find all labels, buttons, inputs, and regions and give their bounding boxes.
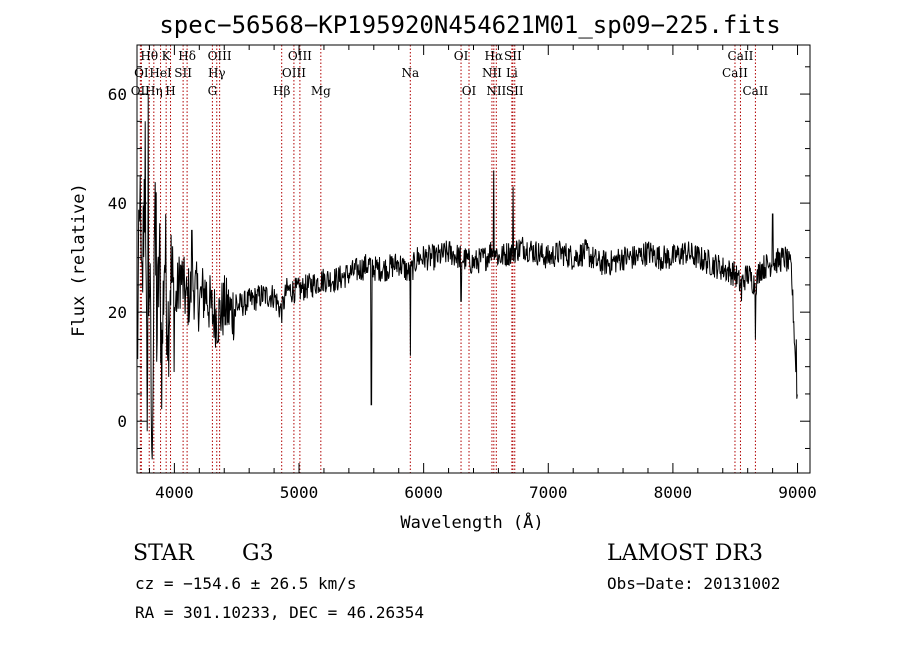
reference-line-label: Hα (485, 49, 504, 63)
reference-line-label: Hθ (140, 49, 158, 63)
object-class: STAR (133, 541, 195, 566)
reference-line-label: Hη (145, 84, 163, 98)
reference-line-label: SII (506, 84, 524, 98)
reference-line-labels: OIIOIHθHηHeIKHSIIHδGOIIIHγHβOIIIOIIIMgNa… (131, 49, 769, 98)
survey-name: LAMOST DR3 (607, 541, 763, 566)
x-tick-label: 9000 (778, 483, 817, 502)
reference-line-label: CaII (742, 84, 768, 98)
reference-line-label: Mg (311, 84, 331, 98)
y-tick-label: 20 (108, 303, 127, 322)
x-tick-label: 7000 (529, 483, 568, 502)
y-axis-ticks: 0 20 40 60 (108, 66, 810, 449)
x-axis-label: Wavelength (Å) (400, 511, 543, 533)
y-axis-label: Flux (relative) (69, 183, 89, 337)
reference-line-label: NII (482, 66, 502, 80)
coordinates-text: RA = 301.10233, DEC = 46.26354 (135, 603, 424, 622)
x-tick-label: 5000 (280, 483, 319, 502)
reference-line-label: HeI (149, 66, 172, 80)
reference-line-label: OIII (282, 66, 306, 80)
y-tick-label: 0 (117, 412, 127, 431)
reference-line-label: Hδ (178, 49, 196, 63)
x-tick-label: 4000 (155, 483, 194, 502)
reference-line-label: Li (506, 66, 518, 80)
x-tick-label: 8000 (654, 483, 693, 502)
reference-line-label: SII (174, 66, 192, 80)
spectrum-line (136, 94, 798, 460)
reference-line-label: G (208, 84, 218, 98)
reference-line-label: OI (134, 66, 149, 80)
reference-lines (139, 45, 756, 473)
reference-line-label: Hγ (208, 66, 226, 80)
reference-line-label: Na (401, 66, 419, 80)
reference-line-label: OI (454, 49, 469, 63)
y-tick-label: 40 (108, 194, 127, 213)
reference-line-label: CaII (722, 66, 748, 80)
reference-line-label: NII (486, 84, 506, 98)
x-axis-ticks: 4000 5000 6000 7000 8000 9000 (148, 45, 817, 502)
object-subclass: G3 (242, 541, 274, 566)
reference-line-label: Hβ (273, 84, 290, 98)
redshift-text: cz = −154.6 ± 26.5 km/s (135, 574, 357, 593)
reference-line-label: OIII (208, 49, 232, 63)
reference-line-label: H (165, 84, 175, 98)
reference-line-label: OI (462, 84, 477, 98)
reference-line-label: CaII (728, 49, 754, 63)
reference-line-label: SII (504, 49, 522, 63)
reference-line-label: OIII (288, 49, 312, 63)
x-tick-label: 6000 (404, 483, 443, 502)
chart-title: spec−56568−KP195920N454621M01_sp09−225.f… (159, 11, 780, 39)
obs-date-text: Obs−Date: 20131002 (607, 574, 780, 593)
reference-line-label: K (162, 49, 172, 63)
y-tick-label: 60 (108, 85, 127, 104)
